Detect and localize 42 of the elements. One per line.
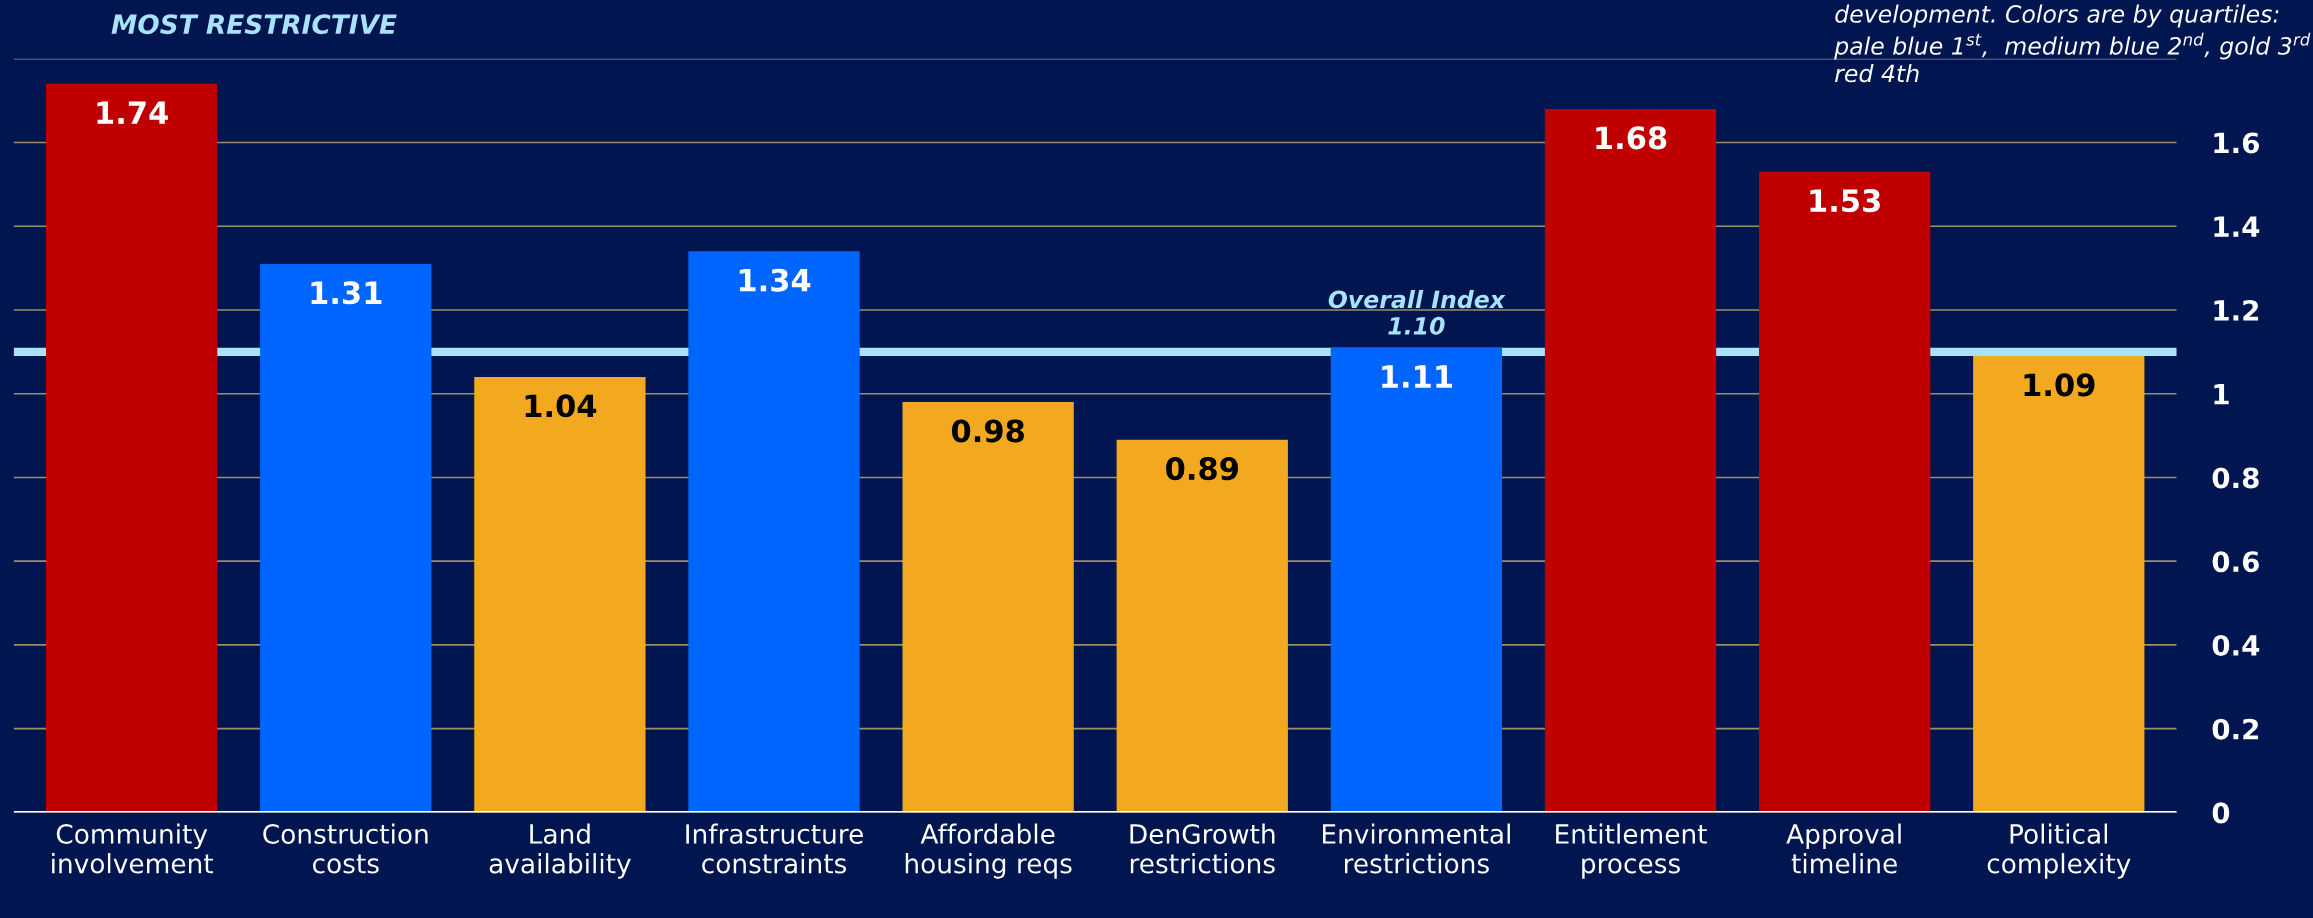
- x-tick-label: Environmental restrictions: [1322, 823, 1510, 874]
- data-label: 0.98: [951, 419, 1024, 443]
- x-tick-label: Affordable housing reqs: [905, 823, 1072, 879]
- bar: [902, 402, 1074, 813]
- y-tick-label: 1.6: [2214, 132, 2259, 154]
- data-label: 1.11: [1382, 365, 1452, 388]
- data-label: 1.68: [1596, 126, 1667, 150]
- ref-line-label: Overall Index 1.10: [1328, 290, 1506, 335]
- data-label: 1.74: [97, 101, 168, 124]
- text: MOST RESTRICTIVE: [111, 14, 397, 35]
- x-tick-label: Entitlement process: [1556, 823, 1707, 879]
- data-label: 1.04: [525, 394, 597, 418]
- data-label: 1.31: [311, 281, 382, 305]
- bar: [1330, 347, 1503, 813]
- x-tick-label: DenGrowth restrictions: [1130, 823, 1275, 874]
- y-tick-label: 1.4: [2214, 216, 2260, 237]
- bar: [260, 263, 432, 813]
- y-tick-label: 0.6: [2212, 551, 2259, 573]
- bar: [1116, 439, 1288, 813]
- bar: [1758, 171, 1931, 813]
- x-tick-label: Community involvement: [52, 823, 214, 874]
- bar: [1544, 109, 1717, 813]
- y-tick-label: 0: [2212, 802, 2230, 824]
- y-tick-label: 1: [2214, 384, 2229, 405]
- data-label: 1.53: [1810, 189, 1880, 213]
- x-tick-label: Construction costs: [263, 823, 428, 874]
- y-tick-label: 0.8: [2212, 467, 2259, 489]
- x-tick-label: Infrastructure constraints: [686, 823, 863, 874]
- text: development. Colors are by quartiles: pale blue 1$^{st}$, medium blue 2$^{nd}$, gold 3$^{rd}$ red 4th: [1834, 4, 2311, 83]
- y-tick-label: 1.2: [2214, 299, 2259, 321]
- data-label: 1.34: [739, 268, 811, 292]
- bar: [688, 251, 860, 813]
- data-label: 0.89: [1166, 457, 1239, 481]
- y-tick-label: 0.4: [2212, 634, 2260, 656]
- x-tick-label: Political complexity: [1987, 823, 2131, 879]
- bar: [46, 83, 218, 813]
- data-label: 1.09: [2024, 373, 2095, 397]
- bar: [1973, 356, 2145, 813]
- bar: [474, 376, 646, 813]
- x-tick-label: Land availability: [489, 823, 631, 879]
- y-tick-label: 0.2: [2212, 718, 2259, 740]
- x-tick-label: Approval timeline: [1786, 823, 1901, 874]
